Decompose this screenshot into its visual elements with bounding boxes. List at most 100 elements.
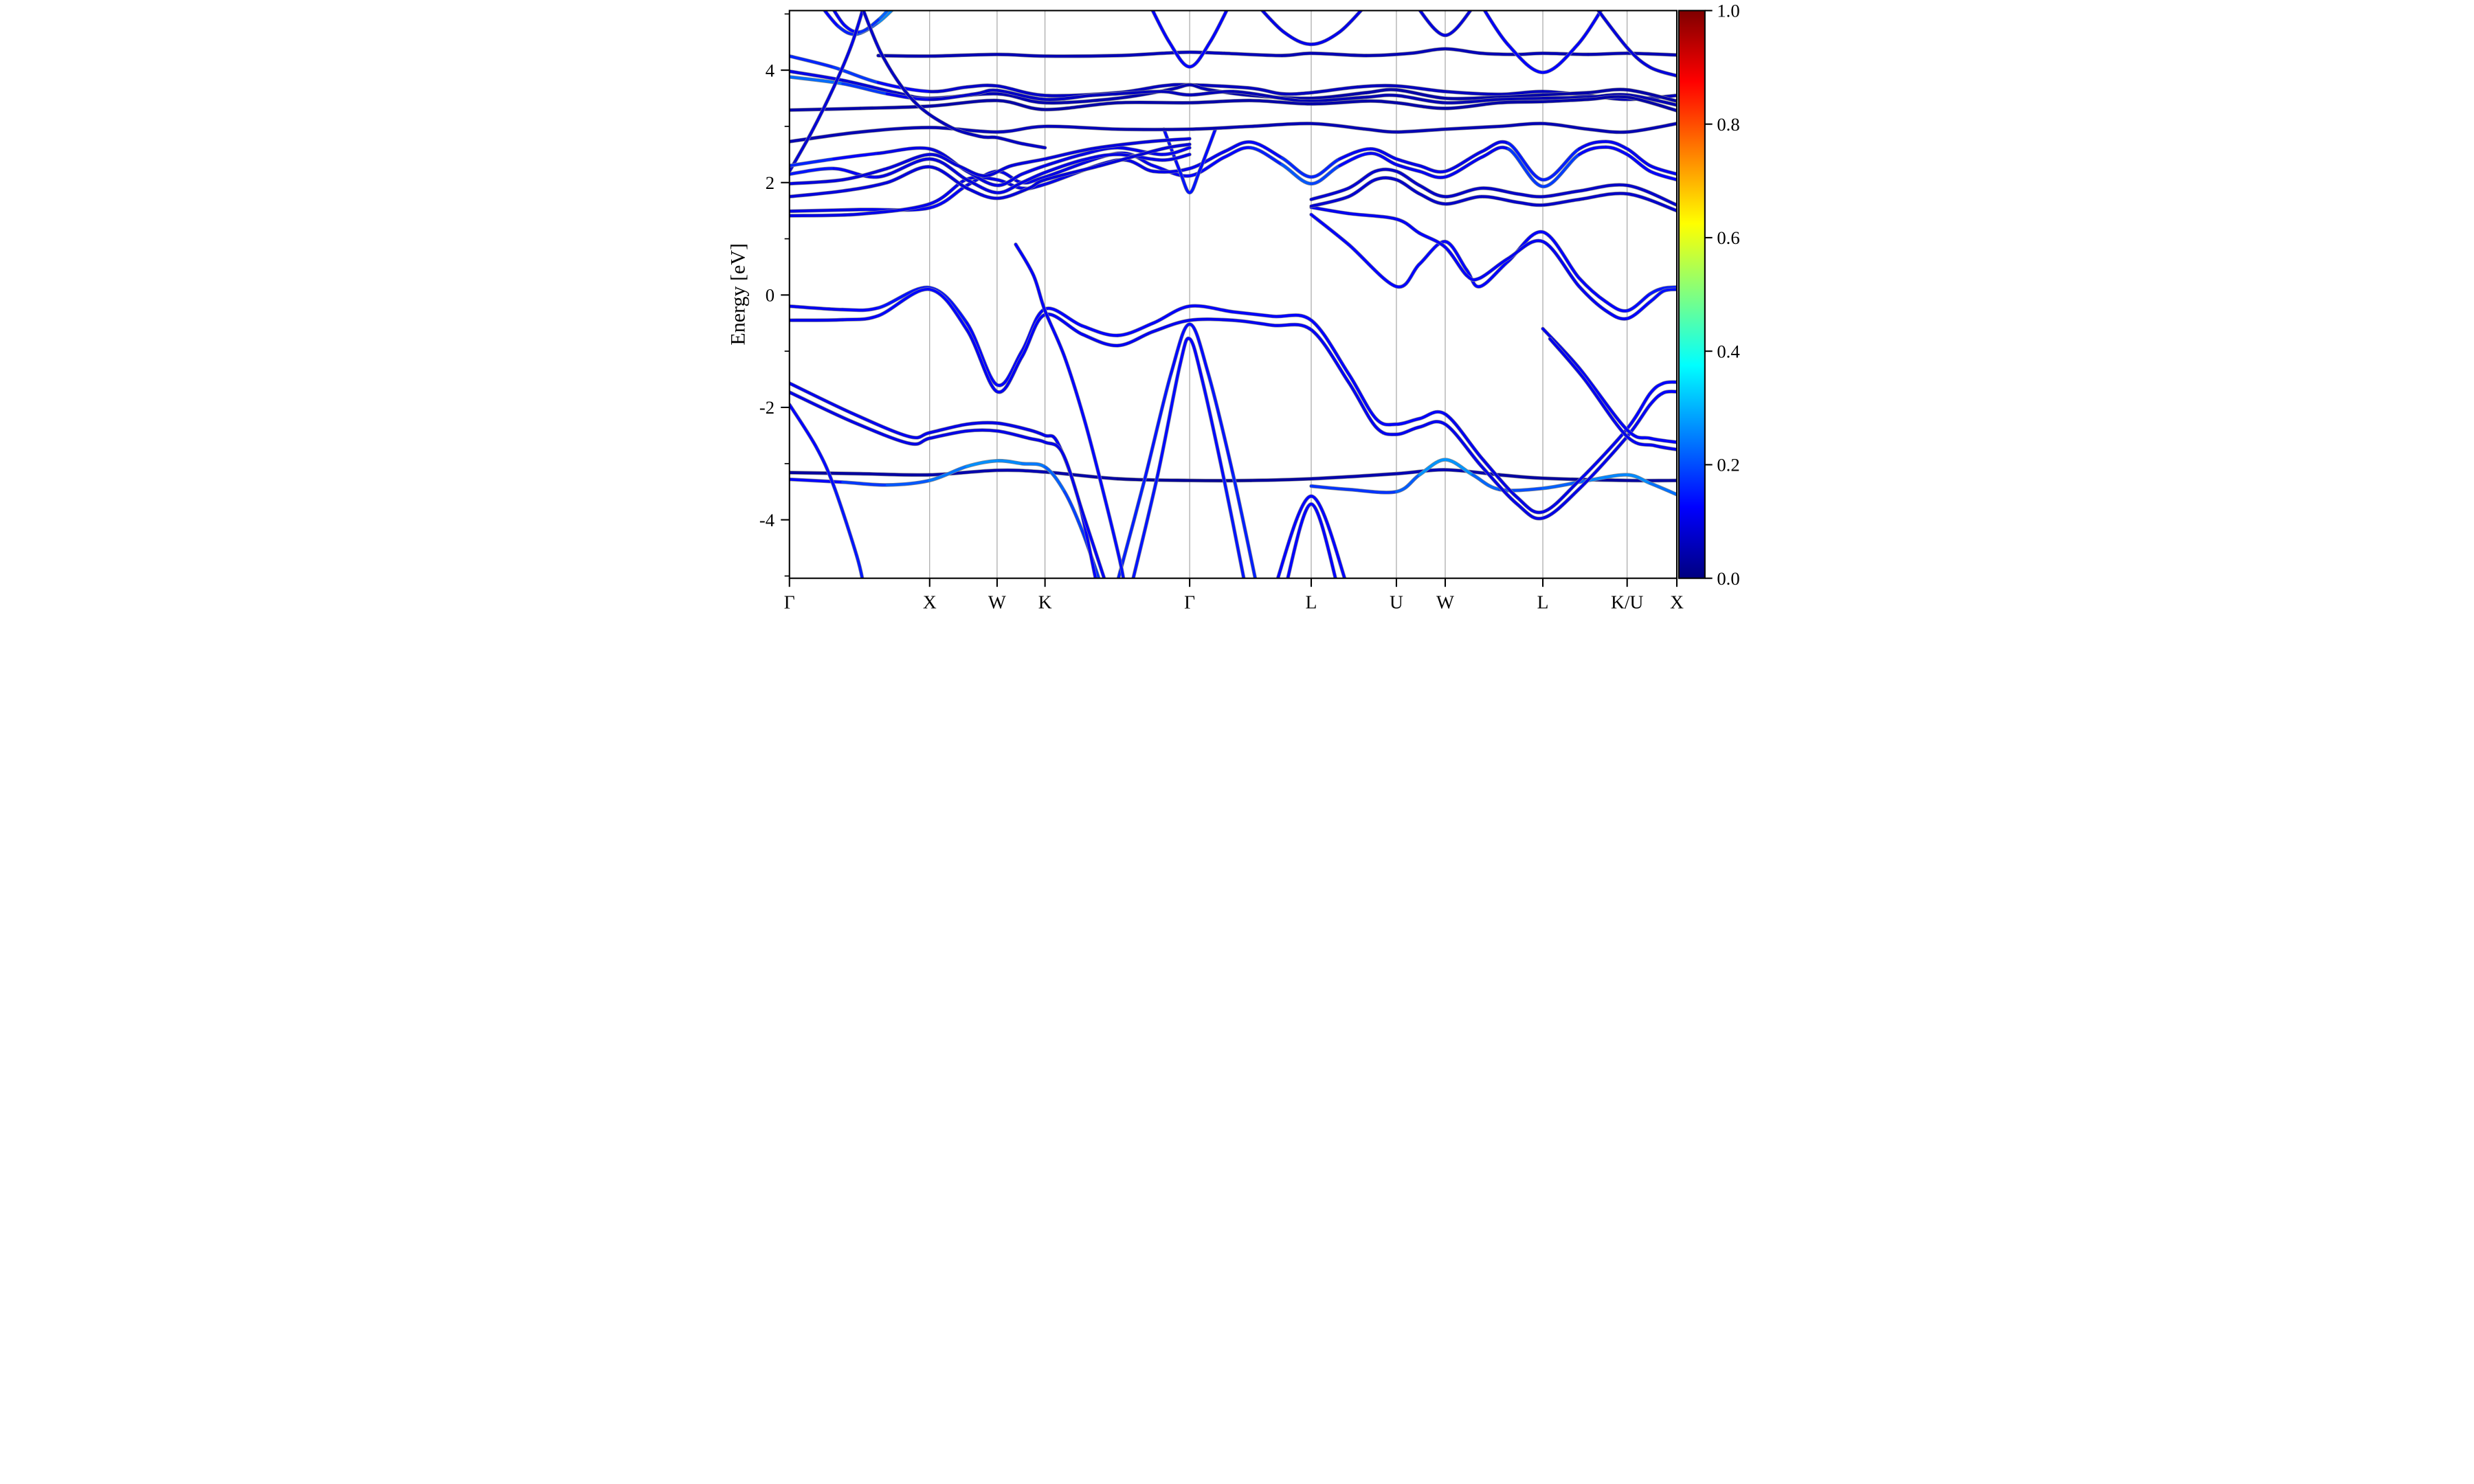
y-tick-label--4: -4: [759, 510, 774, 530]
band-segment: [1162, 128, 1181, 173]
band-segment: [995, 99, 1047, 111]
band-segment: [1338, 152, 1372, 168]
band-segment: [1043, 147, 1093, 161]
band-segment: [1394, 85, 1447, 93]
band-outline: [1260, 10, 1363, 47]
band-segment: [1541, 95, 1590, 100]
band-segment: [789, 167, 836, 176]
band-segment: [995, 124, 1047, 134]
band-segment: [1116, 477, 1192, 482]
band-segment: [862, 10, 884, 58]
band-segment: [876, 288, 931, 317]
band-segment: [966, 459, 999, 468]
band-segment: [1394, 93, 1447, 104]
band-segment: [1373, 168, 1398, 173]
band-segment: [1338, 147, 1372, 161]
band-segment: [1170, 322, 1192, 375]
band-segment: [995, 421, 1031, 431]
band-segment: [1152, 167, 1192, 174]
band-segment: [789, 54, 836, 69]
band-segment: [1116, 330, 1155, 347]
band-segment: [983, 164, 1013, 177]
band-segment: [1043, 101, 1119, 111]
band-segment: [1310, 52, 1368, 57]
band-segment: [1188, 155, 1226, 177]
colorbar-frame: [1678, 10, 1706, 579]
band-segment: [1043, 309, 1067, 359]
band-segment: [876, 10, 894, 24]
band-segment: [878, 10, 890, 20]
band-segment: [1117, 479, 1146, 578]
band-segment: [832, 66, 880, 85]
band-segment: [789, 212, 862, 217]
band-segment: [789, 131, 814, 173]
band-segment: [912, 100, 951, 128]
band-segment: [1480, 195, 1519, 204]
band-segment: [928, 288, 968, 332]
band-segment: [1188, 90, 1235, 97]
band-segment: [1027, 436, 1047, 444]
band-segment: [1541, 52, 1590, 56]
band-segment: [1201, 378, 1226, 482]
band-segment: [789, 381, 854, 415]
band-segment: [850, 420, 911, 445]
band-segment: [1515, 192, 1545, 199]
band-segment: [1208, 10, 1229, 44]
band-segment: [1394, 163, 1421, 173]
band-segment: [1418, 458, 1447, 477]
band-segment: [1043, 97, 1119, 104]
band-segment: [1260, 10, 1285, 34]
band-segment: [1365, 93, 1398, 99]
band-segment: [1043, 124, 1119, 131]
y-tick-label-0: 0: [766, 285, 774, 306]
colorbar-tick-label-0.8: 0.8: [1717, 114, 1739, 135]
band-segment: [1232, 90, 1284, 100]
band-segment: [1541, 230, 1581, 280]
band-segment: [1625, 183, 1677, 207]
band-segment: [1649, 66, 1677, 78]
band-segment: [1444, 47, 1483, 55]
band-segment: [1604, 309, 1629, 321]
band-segment: [1596, 10, 1629, 49]
band-segment: [1116, 146, 1164, 156]
band-segment: [1188, 150, 1226, 170]
band-segment: [1271, 313, 1313, 322]
band-segment: [1188, 124, 1253, 131]
band-segment: [1365, 52, 1412, 57]
band-segment: [1506, 142, 1545, 181]
colorbar: 0.0 0.2 0.4 0.6 0.8 1.0: [1678, 1, 1740, 589]
band-segment: [789, 304, 845, 311]
band-segment: [948, 124, 982, 138]
band-segment: [1032, 273, 1047, 313]
band-segment: [1116, 100, 1192, 104]
band-segment: [1080, 324, 1119, 337]
band-segment: [1223, 479, 1245, 578]
band-segment: [1232, 473, 1257, 578]
band-segment: [1604, 140, 1629, 150]
band-segment: [789, 403, 818, 449]
colorbar-tick-label-0.4: 0.4: [1717, 341, 1739, 361]
band-segment: [928, 153, 960, 168]
band-segment: [1223, 146, 1253, 159]
band-segment: [1310, 85, 1359, 94]
band-segment: [876, 146, 931, 155]
band-segment: [1444, 98, 1501, 104]
band-segment: [1310, 319, 1350, 375]
band-segment: [1444, 124, 1501, 131]
band-segment: [1152, 319, 1192, 333]
band-segment: [995, 85, 1047, 97]
band-segment: [1198, 128, 1217, 173]
band-segment: [979, 135, 999, 139]
band-segment: [1604, 300, 1629, 313]
band-segment: [1625, 435, 1656, 447]
band-segment: [1577, 183, 1629, 192]
band-segment: [957, 164, 986, 177]
band-segment: [1063, 490, 1084, 532]
band-segment: [966, 84, 999, 89]
band-segment: [1249, 140, 1284, 159]
band-segment: [1207, 372, 1235, 477]
band-segment: [789, 318, 845, 322]
band-segment: [832, 152, 880, 161]
band-segment: [841, 306, 880, 312]
band-segment: [1116, 322, 1155, 337]
